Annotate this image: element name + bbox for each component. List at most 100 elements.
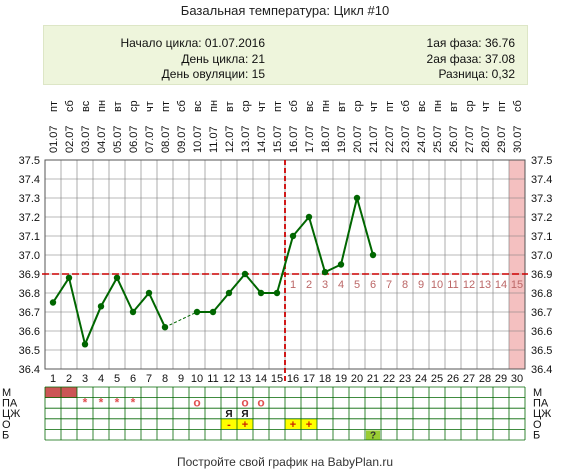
phase1-avg: 1ая фаза: 36.76 <box>426 36 515 50</box>
menstruation-cell <box>61 387 77 398</box>
post-ovulation-label: 7 <box>386 279 392 291</box>
series-segment <box>212 292 230 313</box>
post-ovulation-labels: 1 2 3 4 5 6 7 8 9 10 11 12 13 14 15 <box>290 279 523 291</box>
temperature-point <box>241 270 249 278</box>
post-ovulation-label: 10 <box>431 279 443 291</box>
cycle-info-panel: Начало цикла: 01.07.2016 День цикла: 21 … <box>43 25 528 85</box>
cycle-day-number: 29 <box>495 373 507 385</box>
series-segment <box>276 235 294 294</box>
weekday-label: сб <box>512 100 524 112</box>
date-label: 28.07 <box>480 125 492 153</box>
cycle-day-number: 12 <box>223 373 235 385</box>
cycle-day-number: 4 <box>98 373 104 385</box>
cycle-day-number: 5 <box>114 373 120 385</box>
weekday-label: вт <box>448 101 460 112</box>
series-segment <box>132 292 150 313</box>
temperature-point <box>145 289 153 297</box>
temperature-point <box>257 289 265 297</box>
ovulation-day: День овуляции: 15 <box>161 67 265 81</box>
y-tick-left: 37.3 <box>19 193 40 205</box>
series-segment <box>292 216 310 237</box>
y-tick-left: 37.1 <box>19 231 40 243</box>
date-label: 26.07 <box>448 125 460 153</box>
post-ovulation-label: 6 <box>370 279 376 291</box>
y-tick-left: 37.5 <box>19 155 40 167</box>
post-ovulation-label: 8 <box>402 279 408 291</box>
mucus-cell <box>285 418 301 430</box>
date-label: 02.07 <box>64 125 76 153</box>
mucus-cell <box>221 418 237 430</box>
weekday-label: ср <box>128 100 140 112</box>
weekday-label: вт <box>112 101 124 112</box>
pa-mark: o <box>241 396 248 410</box>
y-tick-right: 37.4 <box>531 174 552 186</box>
post-ovulation-label: 3 <box>322 279 328 291</box>
weekday-label: пн <box>320 100 332 112</box>
date-label: 27.07 <box>464 125 476 153</box>
post-ovulation-label: 9 <box>418 279 424 291</box>
date-label: 18.07 <box>320 125 332 153</box>
weekday-label: вс <box>80 100 92 112</box>
series-segment-gap <box>164 311 198 328</box>
date-label: 21.07 <box>368 125 380 153</box>
symptom-row-label-right: Б <box>533 429 540 441</box>
series-segment <box>244 273 262 294</box>
cycle-day-number: 1 <box>50 373 56 385</box>
post-ovulation-label: 14 <box>495 279 507 291</box>
series-segment <box>340 197 358 265</box>
mucus-cell <box>237 418 253 430</box>
post-ovulation-label: 15 <box>511 279 523 291</box>
temperature-point <box>289 232 297 240</box>
cycle-start: Начало цикла: 01.07.2016 <box>120 36 265 50</box>
weekday-label: пт <box>496 101 508 112</box>
series-segment <box>308 216 326 273</box>
temperature-point <box>97 303 105 310</box>
cycle-day-number: 7 <box>146 373 152 385</box>
weekday-label: пт <box>160 101 172 112</box>
pa-mark: * <box>115 396 120 410</box>
temperature-point <box>369 251 377 259</box>
footer-link[interactable]: Постройте свой график на BabyPlan.ru <box>176 455 394 469</box>
highlighted-day-30 <box>509 160 525 369</box>
series-segment <box>228 273 246 294</box>
pa-mark: * <box>131 396 136 410</box>
mucus-mark: - <box>227 419 231 431</box>
date-label: 12.07 <box>224 125 236 153</box>
cycle-day-number: 6 <box>130 373 136 385</box>
temperature-point <box>65 274 73 281</box>
weekday-label: сб <box>400 100 412 112</box>
date-label: 04.07 <box>96 125 108 153</box>
weekday-label: ср <box>352 100 364 112</box>
date-label: 05.07 <box>112 125 124 153</box>
date-label: 23.07 <box>400 125 412 153</box>
cycle-day-number: 19 <box>335 373 347 385</box>
symptom-row-label-right: ПА <box>533 398 549 410</box>
weekday-label: чт <box>368 101 380 112</box>
series-segment <box>52 277 70 304</box>
temperature-point <box>273 289 281 297</box>
series-segment <box>68 277 86 345</box>
date-label: 17.07 <box>304 125 316 153</box>
y-tick-right: 37.2 <box>531 212 552 224</box>
y-tick-left: 37.0 <box>19 250 40 262</box>
temperature-point <box>305 213 313 221</box>
post-ovulation-label: 4 <box>338 279 344 291</box>
symptom-row-label-left: Б <box>2 429 9 441</box>
y-axis-right: 37.5 37.4 37.3 37.2 37.1 37.0 36.9 36.8 36.7 36.6… <box>531 155 552 376</box>
post-ovulation-label: 11 <box>447 279 458 291</box>
cycle-day-number: 10 <box>191 373 203 385</box>
date-label: 10.07 <box>192 125 204 153</box>
date-label: 06.07 <box>128 125 140 153</box>
cycle-day-number: 16 <box>287 373 299 385</box>
pa-mark: * <box>99 396 104 410</box>
weekday-label: пн <box>208 100 220 112</box>
date-labels: 01.07 02.07 03.07 04.07 05.07 06.07 07.07 08.07… <box>48 125 524 153</box>
cycle-day-number: 28 <box>479 373 491 385</box>
date-label: 22.07 <box>384 125 396 153</box>
weekday-labels: пт сб вс пн вт ср чт пт сб вс пн вт ср чт пт сб вс пн вт ср… <box>48 100 524 112</box>
temperature-point <box>321 268 329 276</box>
date-label: 09.07 <box>176 125 188 153</box>
weekday-label: пн <box>432 100 444 112</box>
cycle-day: День цикла: 21 <box>181 52 265 66</box>
